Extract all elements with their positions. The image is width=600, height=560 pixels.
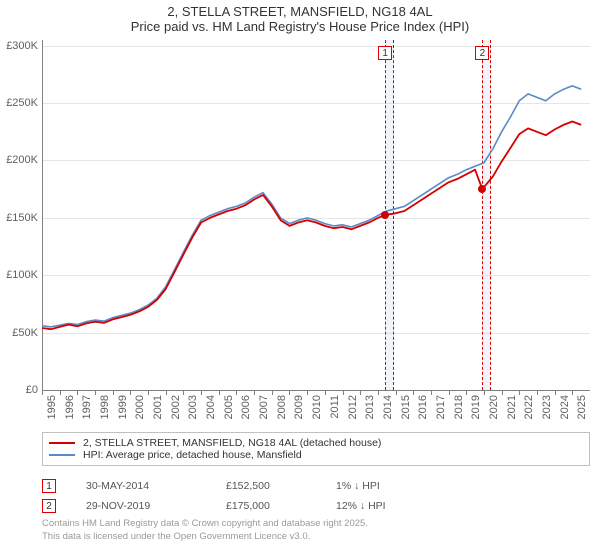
legend-swatch (49, 442, 75, 444)
sale-marker-flag: 1 (378, 46, 392, 60)
sale-dot (381, 211, 389, 219)
sale-row-price: £175,000 (226, 500, 336, 512)
sale-row-diff: 1% ↓ HPI (336, 480, 456, 492)
sale-row-diff: 12% ↓ HPI (336, 500, 456, 512)
sale-row-date: 29-NOV-2019 (86, 500, 226, 512)
sale-dot (478, 185, 486, 193)
chart-container: 2, STELLA STREET, MANSFIELD, NG18 4AL Pr… (0, 0, 600, 560)
sales-table: 1 30-MAY-2014£152,5001% ↓ HPI 2 29-NOV-2019… (42, 476, 590, 516)
legend-item: HPI: Average price, detached house, Mans… (49, 449, 583, 461)
sale-marker-flag: 2 (475, 46, 489, 60)
attribution-line2: This data is licensed under the Open Gov… (42, 531, 590, 544)
legend-label: HPI: Average price, detached house, Mans… (83, 449, 302, 461)
legend-label: 2, STELLA STREET, MANSFIELD, NG18 4AL (d… (83, 437, 381, 449)
sale-row-marker: 1 (42, 479, 56, 493)
series-property (42, 122, 581, 330)
chart-legend: 2, STELLA STREET, MANSFIELD, NG18 4AL (d… (42, 432, 590, 466)
sale-row-marker: 2 (42, 499, 56, 513)
sale-row: 1 30-MAY-2014£152,5001% ↓ HPI (42, 476, 590, 496)
legend-item: 2, STELLA STREET, MANSFIELD, NG18 4AL (d… (49, 437, 583, 449)
sale-row-price: £152,500 (226, 480, 336, 492)
sale-row-date: 30-MAY-2014 (86, 480, 226, 492)
series-hpi (42, 86, 581, 327)
sale-row: 2 29-NOV-2019£175,00012% ↓ HPI (42, 496, 590, 516)
legend-swatch (49, 454, 75, 456)
attribution-text: Contains HM Land Registry data © Crown c… (42, 518, 590, 544)
attribution-line1: Contains HM Land Registry data © Crown c… (42, 518, 590, 531)
